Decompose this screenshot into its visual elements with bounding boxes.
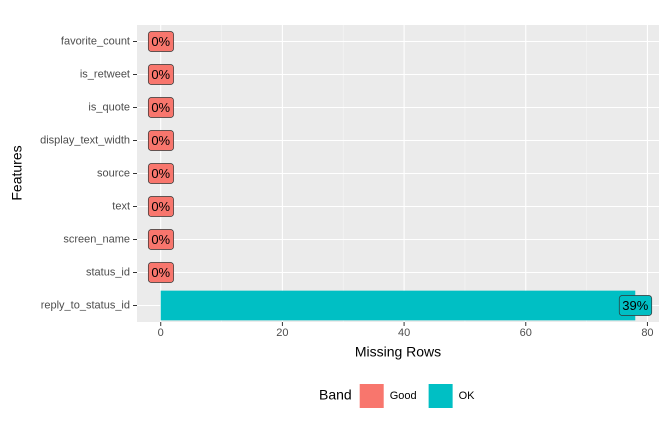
data-label-box <box>147 97 174 118</box>
y-tick-label: is_retweet <box>80 68 130 80</box>
data-label-box <box>147 31 174 52</box>
legend-swatch <box>428 384 453 408</box>
data-label-text: 0% <box>151 199 170 214</box>
x-tick-label: 0 <box>158 327 164 339</box>
y-tick-label: source <box>97 167 130 179</box>
y-tick-label: status_id <box>86 266 130 278</box>
x-tick-label: 60 <box>520 327 532 339</box>
data-label: 0% <box>147 64 174 85</box>
y-tick-label: screen_name <box>63 233 130 245</box>
data-label-box <box>147 130 174 151</box>
x-tick-label: 40 <box>398 327 410 339</box>
data-label: 0% <box>147 163 174 184</box>
x-axis-title: Missing Rows <box>355 344 441 360</box>
data-label: 0% <box>147 130 174 151</box>
data-label: 0% <box>147 229 174 250</box>
data-label-text: 0% <box>151 67 170 82</box>
data-label-box <box>147 229 174 250</box>
x-tick-label: 20 <box>276 327 288 339</box>
data-label: 39% <box>618 295 653 316</box>
data-label: 0% <box>147 97 174 118</box>
data-label-box <box>147 196 174 217</box>
data-label: 0% <box>147 31 174 52</box>
x-tick-label: 80 <box>641 327 653 339</box>
y-tick-label: reply_to_status_id <box>41 299 130 311</box>
y-tick-label: display_text_width <box>40 134 130 146</box>
data-label-text: 0% <box>151 34 170 49</box>
data-label-text: 0% <box>151 133 170 148</box>
data-label-box <box>147 64 174 85</box>
legend-label: Good <box>390 390 417 402</box>
legend-swatch <box>359 384 384 408</box>
data-label-text: 0% <box>151 232 170 247</box>
data-label-text: 0% <box>151 166 170 181</box>
data-label: 0% <box>147 262 174 283</box>
data-label-text: 0% <box>151 100 170 115</box>
bar <box>160 290 636 321</box>
data-label-text: 39% <box>622 298 648 313</box>
y-axis-title: Features <box>9 145 25 200</box>
data-label-text: 0% <box>151 265 170 280</box>
legend-label: OK <box>459 390 476 402</box>
data-label-box <box>618 295 653 316</box>
data-label: 0% <box>147 196 174 217</box>
data-label-box <box>147 163 174 184</box>
y-tick-label: favorite_count <box>61 35 130 47</box>
y-tick-label: is_quote <box>88 101 130 113</box>
data-label-box <box>147 262 174 283</box>
legend-title: Band <box>319 387 352 403</box>
y-tick-label: text <box>112 200 130 212</box>
